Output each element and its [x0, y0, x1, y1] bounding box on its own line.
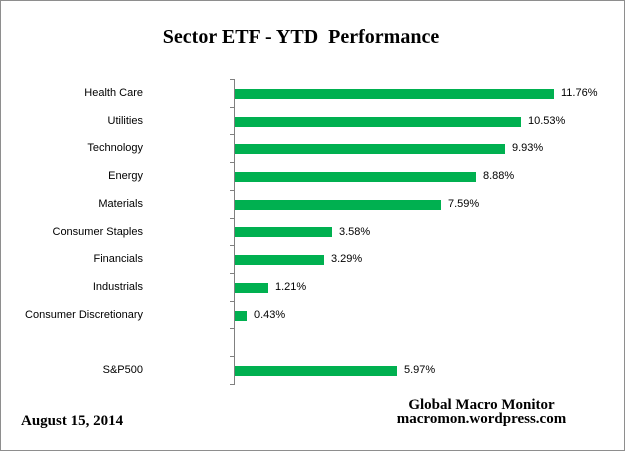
bar-S&P500	[235, 366, 397, 376]
data-label: 8.88%	[483, 170, 515, 182]
category-label: Energy	[108, 170, 143, 182]
footer-source-url: macromon.wordpress.com	[396, 410, 567, 427]
data-label: 5.97%	[404, 364, 436, 376]
axis-tick	[230, 218, 235, 219]
data-label: 3.58%	[339, 226, 371, 238]
chart-title: Sector ETF - YTD Performance	[162, 26, 440, 48]
axis-tick	[230, 356, 235, 357]
data-label: 7.59%	[448, 198, 480, 210]
data-label: 1.21%	[275, 281, 307, 293]
footer-date: August 15, 2014	[21, 413, 124, 429]
category-label: Financials	[93, 253, 143, 265]
axis-tick	[230, 245, 235, 246]
axis-tick	[230, 134, 235, 135]
category-axis-line	[234, 79, 235, 384]
axis-tick	[230, 107, 235, 108]
category-label: Technology	[87, 142, 143, 154]
axis-tick	[230, 273, 235, 274]
data-label: 3.29%	[331, 253, 363, 265]
data-label: 11.76%	[561, 87, 598, 99]
footer-source-name: Global Macro Monitor	[408, 397, 555, 413]
category-label: Consumer Staples	[52, 226, 144, 238]
data-label: 10.53%	[528, 115, 566, 127]
category-label: Industrials	[92, 281, 143, 293]
category-label: Health Care	[84, 87, 143, 99]
bar-Financials	[235, 255, 324, 265]
bar-Health Care	[235, 89, 554, 99]
axis-tick	[230, 162, 235, 163]
axis-tick	[230, 79, 235, 80]
category-label: Utilities	[107, 115, 143, 127]
axis-tick	[230, 301, 235, 302]
bar-Energy	[235, 172, 476, 182]
bar-Technology	[235, 144, 505, 154]
axis-tick	[230, 190, 235, 191]
axis-tick	[230, 384, 235, 385]
bar-Consumer Discretionary	[235, 311, 247, 321]
bar-Utilities	[235, 117, 521, 127]
bar-Consumer Staples	[235, 227, 332, 237]
data-label: 0.43%	[254, 309, 286, 321]
category-label: Consumer Discretionary	[25, 309, 143, 321]
category-label: Materials	[98, 198, 143, 210]
bar-Materials	[235, 200, 441, 210]
data-label: 9.93%	[512, 142, 544, 154]
bar-Industrials	[235, 283, 268, 293]
category-label: S&P500	[102, 364, 143, 376]
footer-source: Global Macro Monitor macromon.wordpress.…	[359, 397, 604, 427]
axis-tick	[230, 328, 235, 329]
